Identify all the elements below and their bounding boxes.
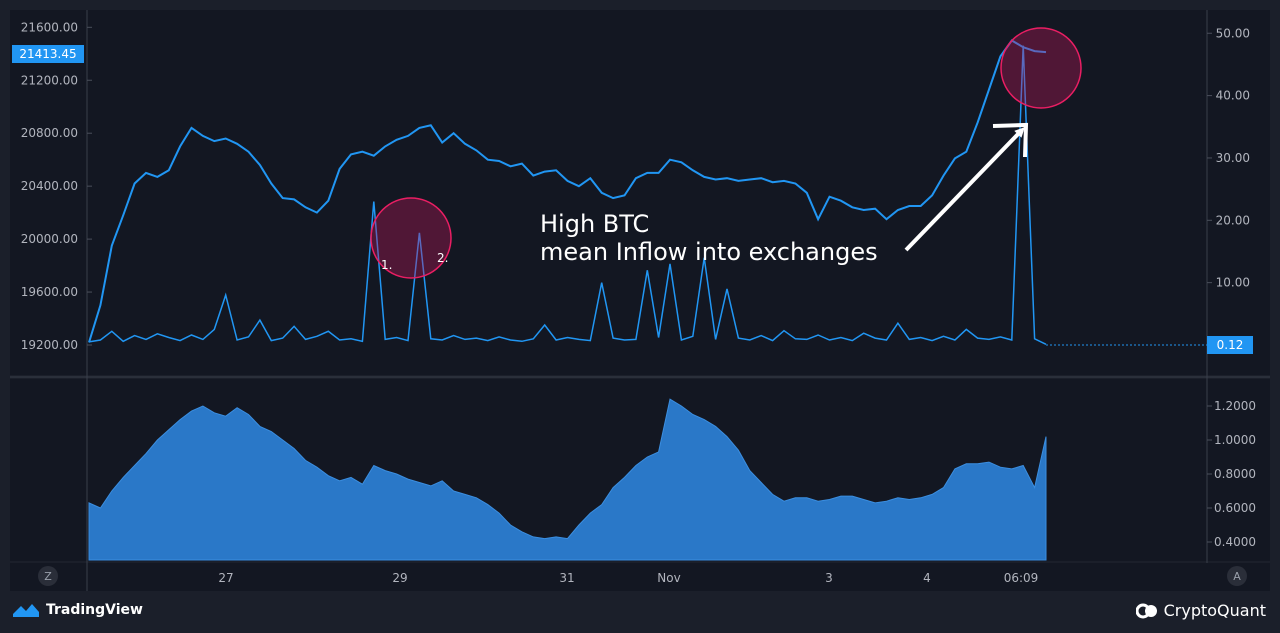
auto-scale-z-button[interactable]: Z (38, 566, 58, 586)
price-tick-label: 20800.00 (21, 126, 78, 140)
time-tick-label: 3 (825, 571, 833, 585)
lower-indicator-path (88, 398, 1047, 561)
spike-label-1: 1. (381, 258, 392, 272)
inflow-tick-label: 20.00 (1216, 213, 1250, 227)
inflow-tick-label: 40.00 (1216, 89, 1250, 103)
lower-tick-label: 1.0000 (1214, 433, 1256, 447)
lower-tick-label: 0.4000 (1214, 535, 1256, 549)
time-tick-label: Nov (657, 571, 680, 585)
annotation-line-1: High BTC (540, 210, 649, 238)
cryptoquant-logo-icon (1135, 603, 1157, 618)
tradingview-label: TradingView (46, 602, 143, 618)
cryptoquant-label: CryptoQuant (1163, 601, 1266, 620)
price-series (88, 39, 1047, 343)
price-tick-label: 21200.00 (21, 73, 78, 87)
time-axis[interactable]: 27 29 31 Nov 3 4 06:09 (218, 571, 1038, 585)
tradingview-brand[interactable]: TradingView (12, 602, 143, 618)
price-current-label: 21413.45 (19, 47, 76, 61)
inflow-tick-label: 50.00 (1216, 26, 1250, 40)
lower-tick-label: 0.8000 (1214, 467, 1256, 481)
price-tick-label: 19200.00 (21, 338, 78, 352)
price-tick-label: 20400.00 (21, 179, 78, 193)
price-line (88, 39, 1047, 343)
price-axis[interactable]: 21600.00 21200.00 20800.00 20400.00 20000.00… (21, 20, 92, 352)
time-tick-label: 06:09 (1004, 571, 1039, 585)
inflow-line (88, 45, 1047, 345)
lower-tick-label: 1.2000 (1214, 399, 1256, 413)
auto-scale-a-button[interactable]: A (1227, 566, 1247, 586)
inflow-tick-label: 30.00 (1216, 151, 1250, 165)
cryptoquant-brand[interactable]: CryptoQuant (1135, 601, 1266, 620)
highlight-circle-left (370, 197, 452, 279)
annotation-arrow (904, 127, 1025, 252)
time-tick-label: 29 (392, 571, 407, 585)
footer-bar: TradingView CryptoQuant (0, 592, 1280, 633)
inflow-current-badge (1207, 336, 1253, 354)
inflow-current-label: 0.12 (1217, 338, 1244, 352)
spike-label-2: 2. (437, 251, 448, 265)
price-current-badge (12, 45, 84, 63)
highlight-circle-right (1000, 27, 1082, 109)
inflow-tick-label: 10.00 (1216, 276, 1250, 290)
price-tick-label: 21600.00 (21, 20, 78, 34)
time-axis-bar (10, 563, 1270, 591)
price-tick-label: 20000.00 (21, 232, 78, 246)
inflow-series (88, 45, 1047, 345)
lower-axis[interactable]: 1.2000 1.0000 0.8000 0.6000 0.4000 (1207, 399, 1256, 549)
tradingview-logo-icon (13, 604, 39, 617)
price-tick-label: 19600.00 (21, 285, 78, 299)
lower-indicator-area (88, 398, 1047, 561)
arrow-head-outline (992, 122, 1029, 158)
time-tick-label: 4 (923, 571, 931, 585)
inflow-axis[interactable]: 50.00 40.00 30.00 20.00 10.00 (1207, 26, 1250, 290)
time-tick-label: 27 (218, 571, 233, 585)
time-tick-label: 31 (559, 571, 574, 585)
lower-tick-label: 0.6000 (1214, 501, 1256, 515)
annotation-line-2: mean Inflow into exchanges (540, 238, 878, 266)
